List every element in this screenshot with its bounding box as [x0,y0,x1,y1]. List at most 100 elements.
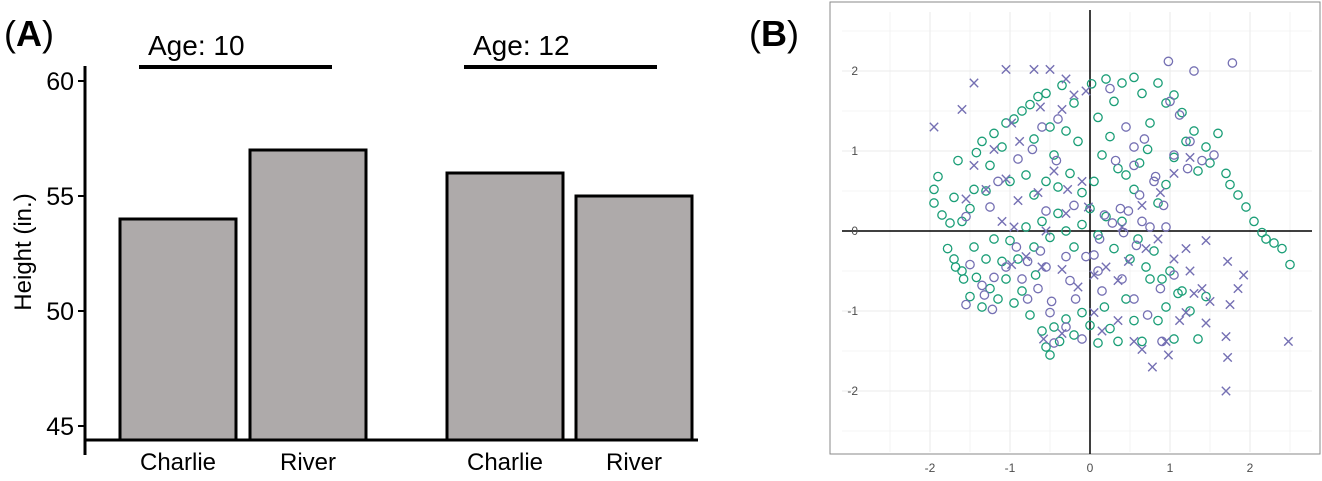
data-point-circle [1109,96,1119,107]
data-point-circle [997,142,1007,152]
data-point-circle [1077,334,1087,344]
data-point-circle [1029,134,1039,144]
data-point-cross [1221,331,1231,342]
data-point-cross [1123,256,1134,267]
data-point-circle [1145,274,1155,284]
data-point-cross [1169,254,1179,264]
data-point-cross [1038,334,1049,344]
data-point-cross [1129,336,1139,347]
data-point-circle [1037,122,1047,132]
data-point-cross [1057,264,1067,275]
data-point-circle [1185,306,1195,316]
data-point-circle [1182,163,1193,174]
data-point-circle [933,171,943,182]
data-point-circle [1213,128,1223,139]
data-point-circle [1089,176,1099,187]
data-point-cross [1185,266,1195,276]
data-point-circle [1017,286,1027,296]
data-point-cross [1037,262,1047,272]
data-point-circle [1061,226,1071,236]
data-point-cross [997,216,1007,227]
data-point-circle [1121,294,1131,304]
data-point-circle [961,299,971,310]
data-point-circle [1249,216,1259,227]
tick-labels: -2 -1 0 1 2 -2 -1 0 1 2 [847,64,1253,475]
data-point-circle [1053,208,1063,219]
data-point-cross [1113,315,1123,326]
data-point-circle [1149,246,1159,256]
data-point-circle [1153,315,1163,326]
data-point-circle [1041,88,1051,99]
y-axis-label: Height (in.) [10,193,37,310]
data-point-circle [1209,150,1219,160]
data-point-circle [987,304,998,315]
series-2 [961,56,1238,348]
data-point-circle [1141,262,1151,272]
data-point-circle [1173,288,1183,299]
x-tick-label: 1 [1167,461,1174,475]
data-point-cross [1001,174,1011,184]
data-point-circle [1161,222,1171,232]
data-point-cross [1222,352,1233,363]
data-point-circle [1041,262,1051,272]
data-point-cross [1163,350,1174,360]
data-point-circle [1029,190,1039,200]
data-point-circle [1013,154,1023,164]
data-point-circle [1169,270,1179,280]
data-point-circle [1085,203,1095,214]
data-point-circle [1077,187,1087,198]
data-point-circle [1118,227,1129,238]
scatter-plot: -2 -1 0 1 2 -2 -1 0 1 2 [829,1,1321,475]
data-point-circle [1133,234,1143,244]
data-point-circle [929,198,939,208]
data-point-circle [1129,72,1139,83]
data-point-circle [1101,74,1111,84]
data-point-cross [1073,282,1083,292]
data-point-circle [1093,112,1103,123]
series-3 [929,64,1294,396]
data-point-circle [977,302,987,312]
data-point-circle [1157,274,1167,284]
data-point-cross [1174,315,1185,326]
data-point-cross [1061,74,1071,84]
category-label: River [280,449,336,476]
data-point-circle [1155,283,1166,294]
data-point-circle [979,290,990,300]
data-point-circle [1030,270,1041,280]
data-point-circle [1109,243,1119,254]
data-point-circle [1153,78,1163,88]
data-point-circle [1045,350,1055,360]
data-point-cross [961,194,971,204]
data-point-cross [1201,235,1211,246]
data-point-circle [1117,78,1127,88]
data-point-circle [1027,144,1038,155]
data-point-circle [1139,134,1150,144]
data-point-circle [1169,150,1179,160]
data-point-circle [969,184,979,195]
data-point-circle [1086,78,1097,89]
data-point-circle [1077,307,1087,318]
data-point-cross [1117,222,1127,232]
data-point-cross [1169,168,1179,179]
data-point-circle [1142,310,1153,320]
series-1 [929,72,1295,360]
data-point-circle [1061,314,1071,324]
data-point-cross [1101,262,1111,272]
data-point-circle [1285,259,1295,270]
data-point-circle [949,254,959,264]
data-point-circle [1101,211,1111,222]
data-point-cross [1201,318,1211,328]
data-point-circle [1081,251,1091,262]
data-point-circle [1017,106,1027,116]
data-point-circle [1169,334,1179,344]
data-point-circle [1174,110,1185,120]
panel-a-label: (A) [4,13,54,54]
data-point-circle [1041,176,1051,187]
data-point-cross [1189,288,1199,299]
data-point-cross [1205,296,1215,307]
zero-axes [842,10,1312,454]
data-point-circle [1197,155,1207,166]
data-point-circle [1085,320,1095,331]
